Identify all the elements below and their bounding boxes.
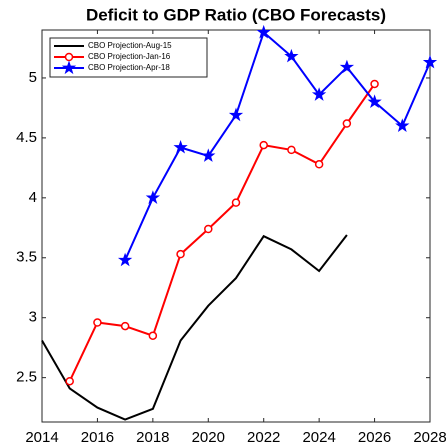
point (231, 198, 241, 207)
point (228, 107, 244, 122)
legend-label: CBO Projection-Jan-16 (88, 52, 171, 61)
point (311, 87, 327, 101)
legend: CBO Projection-Aug-15 CBO Projection-Jan-… (49, 37, 208, 78)
legend-marker (64, 52, 74, 62)
point (339, 59, 355, 74)
series-line (124, 30, 431, 261)
x-tick-label: 2014 (25, 429, 58, 446)
y-tick-label: 4.5 (16, 129, 37, 146)
point (173, 139, 188, 154)
chart-title: Deficit to GDP Ratio (CBO Forecasts) (86, 5, 386, 24)
x-tick-label: 2024 (302, 429, 335, 446)
y-tick-label: 4 (29, 189, 37, 206)
point (117, 252, 133, 267)
x-tick-label: 2026 (358, 429, 391, 446)
y-tick-label: 3 (29, 309, 37, 326)
legend-label: CBO Projection-Aug-15 (88, 41, 172, 50)
point (342, 119, 352, 128)
series-line (41, 234, 348, 421)
point (201, 148, 216, 162)
legend-label: CBO Projection-Apr-18 (88, 63, 170, 72)
point (148, 331, 158, 340)
x-tick-label: 2018 (136, 429, 169, 446)
point (422, 54, 438, 69)
point (145, 190, 161, 204)
point (176, 249, 185, 259)
point (93, 318, 102, 327)
y-tick-label: 5 (29, 69, 37, 86)
point (287, 145, 296, 155)
plot-area (41, 29, 431, 423)
point (284, 48, 299, 63)
point (120, 321, 130, 331)
x-tick-label: 2028 (413, 429, 446, 446)
point (65, 376, 74, 386)
x-tick-label: 2020 (192, 429, 225, 446)
y-tick-label: 2.5 (16, 369, 37, 386)
point (370, 79, 379, 89)
x-tick-label: 2016 (81, 429, 114, 446)
point (259, 140, 268, 150)
point (367, 94, 382, 109)
point (314, 160, 324, 169)
series-line (68, 83, 376, 382)
point (256, 24, 271, 39)
point (204, 224, 213, 234)
point (395, 118, 410, 133)
y-tick-label: 3.5 (16, 249, 37, 266)
x-tick-label: 2022 (247, 429, 280, 446)
legend-marker (61, 60, 77, 75)
